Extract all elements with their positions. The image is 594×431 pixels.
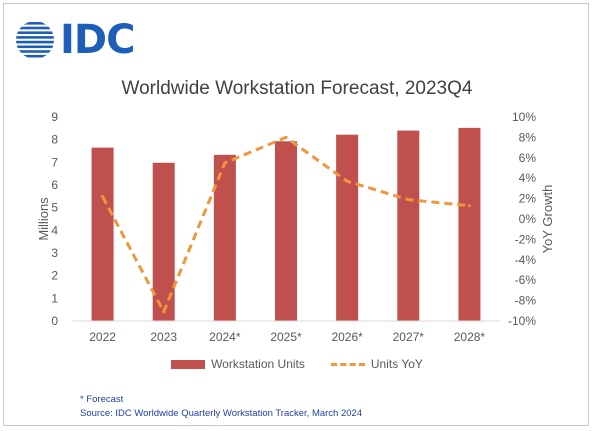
globe-stripe [16,45,54,49]
y-tick-label: 4 [51,223,58,237]
chart-legend: Workstation Units Units YoY [0,357,594,371]
yoy-point [101,195,105,199]
forecast-note: * Forecast [80,394,124,405]
bar [152,162,175,321]
y-tick-label: 7 [51,155,58,169]
y-tick-label: 3 [51,246,58,260]
bar [458,127,481,321]
y2-axis-title: YoY Growth [540,185,555,254]
y2-tick-label: 4% [519,171,537,185]
bar [397,130,420,321]
y2-tick-label: 2% [519,192,537,206]
legend-item-units: Workstation Units [171,357,305,371]
y-tick-label: 1 [51,291,58,305]
x-tick-label: 2026* [331,330,363,344]
y2-tick-label: 0% [519,212,537,226]
y-tick-label: 9 [51,110,58,124]
y2-tick-label: -4% [515,253,537,267]
globe-stripe [16,31,54,34]
globe-stripe [16,40,54,44]
legend-item-yoy: Units YoY [330,357,423,371]
yoy-point [345,179,349,183]
globe-stripe [16,54,54,58]
y-tick-label: 6 [51,178,58,192]
yoy-point [467,204,471,208]
legend-swatch-line [330,362,365,366]
y-tick-label: 5 [51,201,58,215]
idc-logo: IDC [14,17,135,63]
bar [274,141,298,321]
globe-stripe [16,22,54,25]
bar [336,134,359,321]
source-note: Source: IDC Worldwide Quarterly Workstat… [80,408,363,419]
x-tick-label: 2027* [393,330,425,344]
legend-swatch-bar [171,359,206,369]
y2-tick-label: -10% [508,314,536,328]
x-tick-label: 2025* [270,330,302,344]
bar [91,147,114,321]
globe-stripes-icon [16,22,54,58]
y-tick-label: 2 [51,269,58,283]
x-tick-label: 2024* [209,330,241,344]
legend-label-units: Workstation Units [211,357,305,371]
y-tick-label: 0 [51,314,58,328]
y2-tick-label: -8% [515,294,537,308]
chart-title: Worldwide Workstation Forecast, 2023Q4 [121,78,473,99]
logo-text: IDC [60,17,135,63]
globe-stripe [16,26,54,30]
globe-stripe [16,36,54,39]
y-tick-label: 8 [51,133,58,147]
x-tick-label: 2023 [150,330,177,344]
yoy-point [223,161,227,165]
globe-stripe [16,50,54,53]
x-tick-label: 2028* [454,330,486,344]
chart-notes: * Forecast Source: IDC Worldwide Quarter… [80,393,362,421]
y2-tick-label: -6% [515,273,537,287]
y2-tick-label: 8% [519,130,537,144]
y2-tick-label: -2% [515,232,537,246]
legend-label-yoy: Units YoY [370,357,423,371]
y2-tick-label: 10% [512,110,536,124]
yoy-point [406,198,410,202]
bar [213,154,236,321]
y2-tick-label: 6% [519,151,537,165]
y-axis-title: Millions [36,197,51,241]
x-tick-label: 2022 [89,330,116,344]
yoy-point [284,135,288,139]
yoy-point [162,310,166,314]
